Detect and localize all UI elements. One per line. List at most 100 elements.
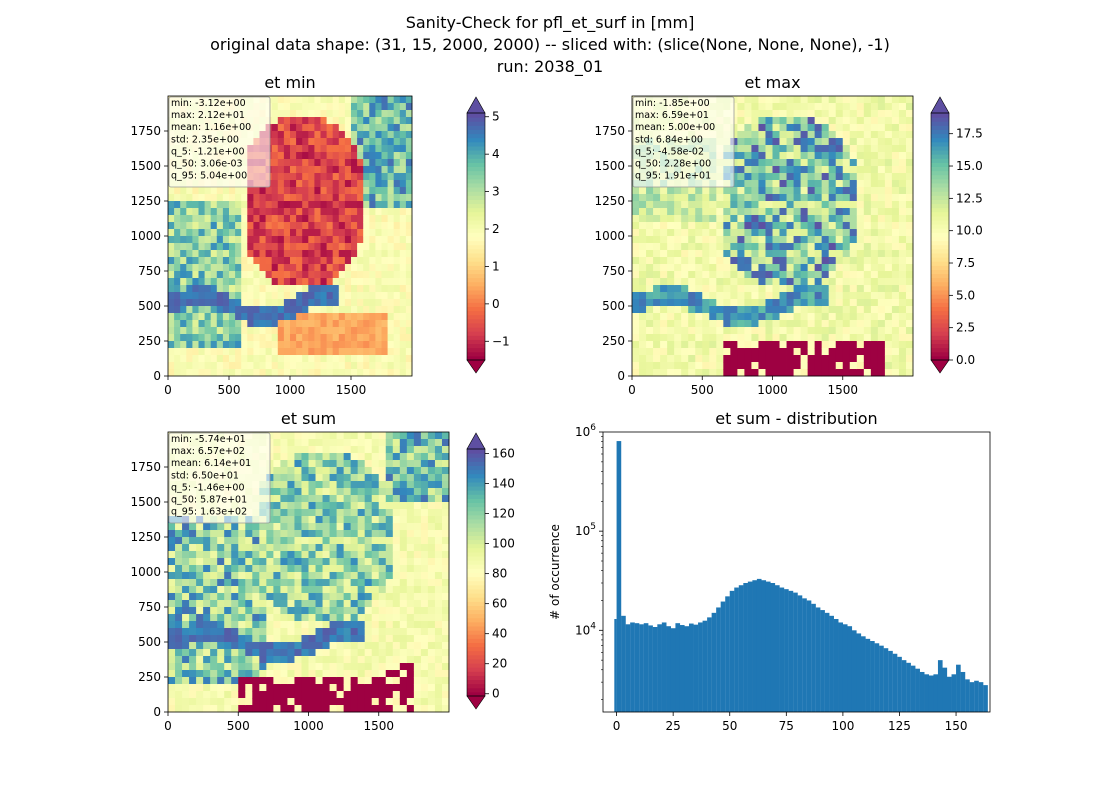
- heatmap-cell: [849, 215, 858, 223]
- colorbar-segment: [931, 191, 949, 196]
- y-tick-label: 1500: [594, 159, 625, 173]
- heatmap-cell: [891, 313, 900, 321]
- heatmap-cell: [308, 474, 316, 482]
- heatmap-cell: [217, 586, 225, 594]
- heatmap-cell: [779, 194, 787, 202]
- heatmap-cell: [688, 208, 696, 216]
- heatmap-cell: [758, 236, 766, 244]
- heatmap-cell: [681, 355, 689, 363]
- heatmap-cell: [364, 677, 373, 685]
- heatmap-cell: [265, 320, 273, 328]
- heatmap-cell: [369, 271, 376, 279]
- heatmap-cell: [265, 362, 273, 370]
- heatmap-cell: [385, 467, 394, 475]
- heatmap-cell: [695, 348, 703, 356]
- heatmap-cell: [730, 306, 738, 314]
- heatmap-cell: [315, 558, 323, 566]
- heatmap-cell: [224, 544, 232, 552]
- heatmap-cell: [196, 663, 204, 671]
- heatmap-cell: [392, 614, 401, 622]
- heatmap-cell: [385, 495, 394, 503]
- heatmap-cell: [287, 488, 295, 496]
- heatmap-cell: [314, 341, 321, 349]
- heatmap-cell: [314, 159, 321, 167]
- heatmap-cell: [302, 271, 309, 279]
- heatmap-cell: [326, 313, 334, 321]
- heatmap-cell: [385, 558, 394, 566]
- colorbar-segment: [931, 277, 949, 283]
- heatmap-cell: [737, 306, 745, 314]
- heatmap-cell: [674, 362, 682, 370]
- heatmap-cell: [308, 565, 316, 573]
- heatmap-cell: [399, 355, 407, 363]
- heatmap-cell: [399, 369, 407, 377]
- heatmap-cell: [891, 159, 900, 167]
- heatmap-cell: [189, 621, 197, 629]
- heatmap-cell: [350, 467, 359, 475]
- heatmap-cell: [632, 208, 640, 216]
- heatmap-cell: [216, 292, 224, 300]
- heatmap-cell: [393, 355, 401, 363]
- heatmap-cell: [271, 173, 279, 181]
- heatmap-cell: [203, 551, 211, 559]
- heatmap-cell: [338, 124, 346, 132]
- heatmap-cell: [405, 362, 413, 370]
- heatmap-cell: [364, 523, 373, 531]
- heatmap-cell: [793, 173, 802, 181]
- heatmap-cell: [828, 194, 837, 202]
- heatmap-cell: [772, 334, 780, 342]
- heatmap-cell: [807, 201, 816, 209]
- heatmap-cell: [235, 348, 242, 356]
- heatmap-cell: [175, 621, 183, 629]
- colorbar-segment: [467, 257, 485, 262]
- heatmap-cell: [266, 705, 274, 713]
- heatmap-cell: [378, 663, 387, 671]
- heatmap-cell: [241, 313, 248, 321]
- heatmap-cell: [898, 362, 907, 370]
- heatmap-cell: [168, 355, 175, 363]
- colorbar-segment: [467, 290, 485, 295]
- heatmap-cell: [870, 243, 879, 251]
- heatmap-cell: [413, 684, 422, 692]
- heatmap-cell: [381, 320, 388, 328]
- heatmap-cell: [863, 152, 872, 160]
- heatmap-cell: [420, 488, 429, 496]
- heatmap-cell: [277, 334, 285, 342]
- heatmap-cell: [196, 698, 204, 706]
- heatmap-cell: [842, 257, 851, 265]
- heatmap-cell: [238, 558, 246, 566]
- heatmap-cell: [737, 271, 745, 279]
- heatmap-cell: [639, 243, 647, 251]
- colorbar-tick-label: 1: [492, 259, 500, 273]
- heatmap-cell: [793, 299, 802, 307]
- heatmap-cell: [315, 579, 323, 587]
- heatmap-cell: [231, 523, 239, 531]
- heatmap-cell: [653, 215, 661, 223]
- heatmap-cell: [259, 600, 267, 608]
- heatmap-cell: [375, 369, 382, 377]
- heatmap-cell: [290, 96, 297, 104]
- heatmap-cell: [357, 593, 366, 601]
- heatmap-cell: [385, 628, 394, 636]
- heatmap-cell: [814, 348, 823, 356]
- heatmap-cell: [277, 313, 285, 321]
- heatmap-cell: [363, 257, 370, 265]
- heatmap-cell: [235, 306, 242, 314]
- heatmap-cell: [216, 208, 224, 216]
- heatmap-cell: [287, 642, 295, 650]
- heatmap-cell: [314, 278, 321, 286]
- heatmap-cell: [709, 243, 717, 251]
- heatmap-cell: [180, 208, 187, 216]
- heatmap-cell: [182, 537, 190, 545]
- heatmap-cell: [639, 320, 647, 328]
- heatmap-cell: [351, 180, 358, 188]
- heatmap-cell: [344, 369, 352, 377]
- heatmap-cell: [405, 194, 413, 202]
- heatmap-cell: [326, 117, 334, 125]
- heatmap-cell: [271, 341, 279, 349]
- heatmap-cell: [302, 285, 309, 293]
- heatmap-cell: [765, 271, 773, 279]
- heatmap-cell: [884, 299, 893, 307]
- heatmap-cell: [210, 593, 218, 601]
- heatmap-cell: [420, 446, 429, 454]
